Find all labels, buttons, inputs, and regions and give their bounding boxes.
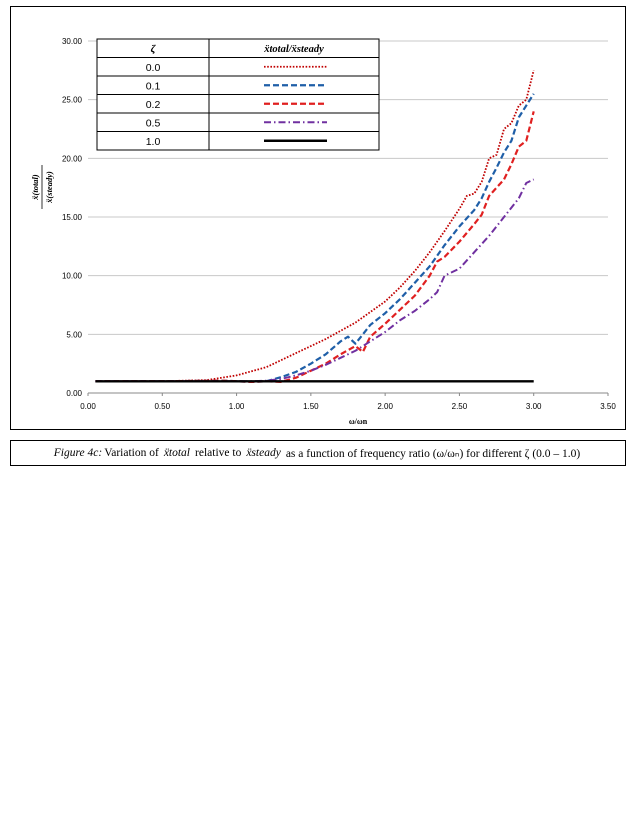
y-tick-label: 30.00 (62, 37, 83, 46)
series-line-zeta-0-5 (95, 178, 535, 383)
x-tick-label: 3.50 (600, 402, 616, 411)
x-tick-label: 2.50 (452, 402, 468, 411)
y-tick-label: 0.00 (66, 389, 82, 398)
series-line-zeta-0-2 (95, 111, 535, 383)
x-tick-label: 0.00 (80, 402, 96, 411)
caption-text-3: as a function of frequency ratio (ω/ωₙ) … (285, 448, 581, 460)
y-axis-label-denominator: ẍ(steady) (44, 171, 54, 204)
figure-caption: Figure 4c: Variation of ẍtotal relative … (10, 440, 626, 466)
legend-header-ratio: ẍtotal/ẍsteady (263, 44, 324, 55)
caption-symbol-total: ẍtotal (163, 447, 191, 459)
legend-zeta-value: 0.5 (146, 117, 161, 129)
x-tick-label: 0.50 (154, 402, 170, 411)
x-tick-label: 3.00 (526, 402, 542, 411)
x-axis-label: ω/ωn (349, 417, 368, 426)
legend-zeta-value: 0.1 (146, 80, 161, 92)
legend-zeta-value: 1.0 (146, 136, 161, 148)
legend-zeta-value: 0.0 (146, 62, 161, 74)
x-tick-label: 1.00 (229, 402, 245, 411)
y-axis-label: ẍ(total) ẍ(steady) (30, 165, 54, 209)
y-tick-label: 25.00 (62, 96, 83, 105)
y-tick-label: 10.00 (62, 272, 83, 281)
caption-text-1: Variation of (104, 447, 159, 459)
caption-text-2: relative to (195, 447, 242, 459)
legend-header-zeta: ζ (151, 43, 157, 55)
y-tick-label: 15.00 (62, 213, 83, 222)
caption-figure-label: Figure 4c: (53, 447, 103, 459)
legend-zeta-value: 0.2 (146, 99, 161, 111)
y-tick-label: 20.00 (62, 154, 83, 163)
series-line-zeta-0-0 (95, 70, 535, 383)
x-tick-label: 2.00 (377, 402, 393, 411)
x-tick-label: 1.50 (303, 402, 319, 411)
figure-frame: 0.00 5.00 10.00 15.00 20.00 25.00 30.00 0.00 0.5… (10, 6, 626, 430)
y-axis-label-numerator: ẍ(total) (30, 174, 40, 201)
caption-symbol-steady: ẍsteady (246, 447, 281, 459)
y-tick-label: 5.00 (66, 330, 82, 339)
line-chart: 0.00 5.00 10.00 15.00 20.00 25.00 30.00 0.00 0.5… (30, 37, 616, 426)
